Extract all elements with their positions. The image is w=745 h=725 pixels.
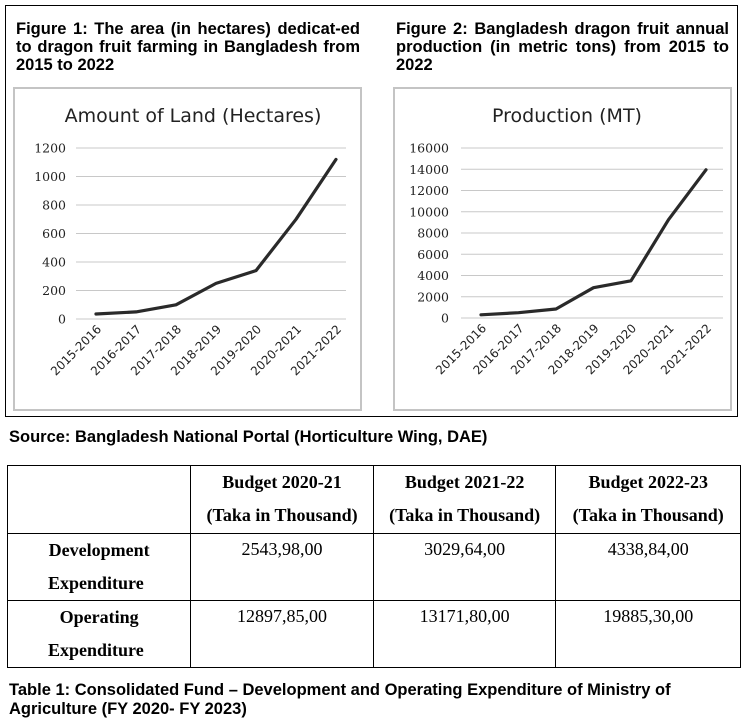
series-line	[94, 157, 338, 316]
y-tick-label: 1200	[34, 141, 66, 156]
table-row: Development Expenditure 2543,98,00 3029,…	[6, 533, 741, 601]
chart-2-frame	[393, 87, 732, 411]
header-line-2: (Taka in Thousand)	[572, 505, 724, 525]
row-label-line-1: Operating	[59, 607, 139, 627]
row-label: Operating Expenditure	[6, 600, 192, 668]
header-line-2: (Taka in Thousand)	[389, 505, 541, 525]
header-cell-empty	[6, 465, 192, 534]
header-line-1: Budget 2021-22	[404, 472, 525, 492]
y-tick-label: 1000	[34, 169, 66, 184]
y-tick-label: 200	[42, 283, 66, 298]
table-cell: 12897,85,00	[190, 600, 374, 668]
table-cell: 19885,30,00	[555, 600, 741, 668]
budget-table: Budget 2020-21 (Taka in Thousand) Budget…	[6, 465, 741, 668]
figure-1-caption: Figure 1: The area (in hectares) dedicat…	[16, 20, 360, 74]
y-tick-label: 800	[42, 198, 66, 213]
y-tick-label: 2000	[417, 289, 449, 304]
chart-title: Production (MT)	[492, 105, 642, 127]
series-line	[479, 168, 708, 317]
y-tick-label: 4000	[417, 268, 449, 283]
y-tick-label: 600	[42, 226, 66, 241]
figure-2-caption: Figure 2: Bangladesh dragon fruit annual…	[396, 20, 729, 74]
header-cell: Budget 2022-23 (Taka in Thousand)	[555, 465, 741, 534]
table-cell: 2543,98,00	[190, 533, 374, 601]
table-row: Operating Expenditure 12897,85,00 13171,…	[6, 600, 741, 668]
table-caption: Table 1: Consolidated Fund – Development…	[9, 681, 671, 718]
chart-1-frame	[13, 87, 362, 411]
figures-container	[5, 5, 738, 417]
land-area-chart: Amount of Land (Hectares) 0 200 400 600 800 1…	[34, 105, 346, 378]
charts-svg: Amount of Land (Hectares) 0 200 400 600 800 1…	[34, 105, 723, 378]
y-tick-label: 8000	[417, 226, 449, 241]
row-label-line-1: Development	[48, 540, 150, 560]
table-cell: 13171,80,00	[372, 600, 557, 668]
header-line-1: Budget 2020-21	[222, 472, 342, 492]
table-header-row: Budget 2020-21 (Taka in Thousand) Budget…	[6, 465, 741, 534]
chart-title: Amount of Land (Hectares)	[65, 105, 322, 127]
y-tick-label: 6000	[417, 247, 449, 262]
production-chart: Production (MT) 0 2000 4000 6000 8000 10000 12…	[409, 105, 723, 377]
y-tick-label: 16000	[409, 141, 449, 156]
header-cell: Budget 2021-22 (Taka in Thousand)	[372, 465, 557, 534]
y-tick-label: 0	[441, 311, 449, 326]
row-label-line-2: Expenditure	[48, 573, 144, 593]
header-cell: Budget 2020-21 (Taka in Thousand)	[190, 465, 374, 534]
y-tick-label: 14000	[409, 162, 449, 177]
table-cell: 4338,84,00	[555, 533, 741, 601]
y-tick-label: 12000	[409, 183, 449, 198]
y-tick-label: 0	[58, 312, 66, 327]
row-label: Development Expenditure	[6, 533, 192, 601]
header-line-2: (Taka in Thousand)	[206, 505, 358, 525]
source-note: Source: Bangladesh National Portal (Hort…	[9, 428, 488, 446]
row-label-line-2: Expenditure	[48, 640, 144, 660]
y-tick-label: 10000	[409, 204, 449, 219]
table-cell: 3029,64,00	[372, 533, 557, 601]
y-tick-label: 400	[42, 255, 66, 270]
header-line-1: Budget 2022-23	[588, 472, 708, 492]
